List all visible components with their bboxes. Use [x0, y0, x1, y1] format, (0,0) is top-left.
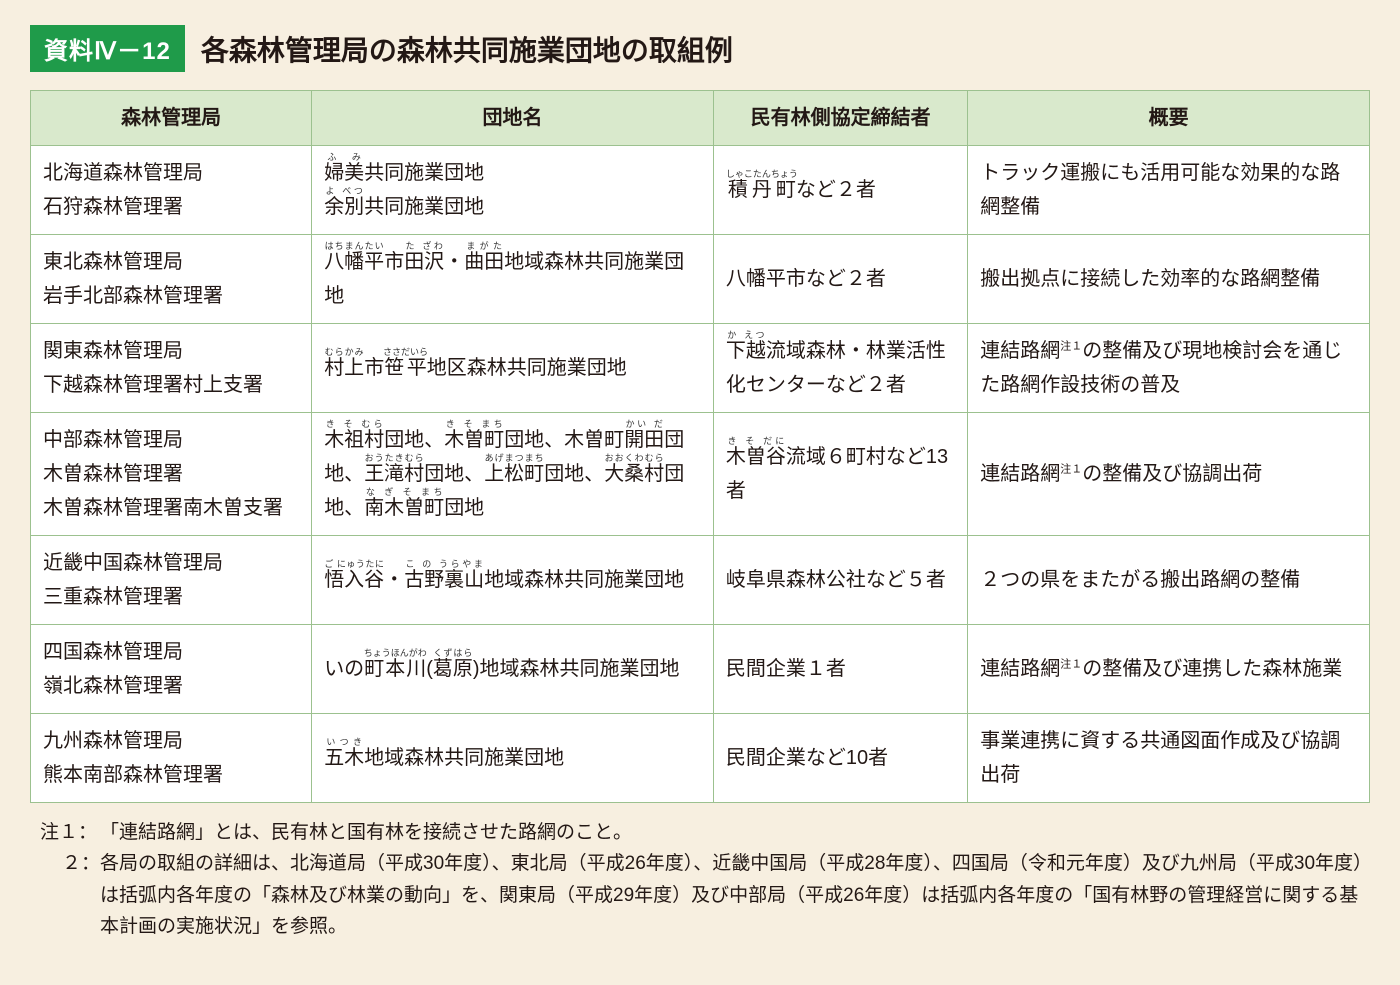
note-label: ２：	[40, 848, 100, 942]
cell-danchi: 五木いつき地域森林共同施業団地	[312, 714, 714, 803]
cell-danchi: 村上むらかみ市笹平ささだいら地区森林共同施業団地	[312, 324, 714, 413]
note-text: 「連結路網」とは、民有林と国有林を接続させた路網のこと。	[100, 817, 1370, 848]
cell-party: 民間企業１者	[713, 625, 967, 714]
note-label: 注１：	[40, 817, 100, 848]
cell-bureau: 東北森林管理局岩手北部森林管理署	[31, 235, 312, 324]
note-row: 注１：「連結路網」とは、民有林と国有林を接続させた路網のこと。	[40, 817, 1370, 848]
cell-danchi: 八幡平はちまんたい市田沢た ざわ・曲田まがた地域森林共同施業団地	[312, 235, 714, 324]
cell-summary: 連結路網注１の整備及び現地検討会を通じた路網作設技術の普及	[968, 324, 1370, 413]
document-header: 資料Ⅳ－12 各森林管理局の森林共同施業団地の取組例	[30, 25, 1370, 72]
cell-party: 下越か えつ流域森林・林業活性化センターなど２者	[713, 324, 967, 413]
note-text: 各局の取組の詳細は、北海道局（平成30年度）、東北局（平成26年度）、近畿中国局…	[100, 848, 1370, 942]
col-summary: 概要	[968, 91, 1370, 146]
table-row: 中部森林管理局木曽森林管理署木曽森林管理署南木曽支署木祖村き そ むら団地、木曽…	[31, 413, 1370, 536]
badge: 資料Ⅳ－12	[30, 25, 185, 72]
cell-bureau: 九州森林管理局熊本南部森林管理署	[31, 714, 312, 803]
cell-party: 民間企業など10者	[713, 714, 967, 803]
notes: 注１：「連結路網」とは、民有林と国有林を接続させた路網のこと。２：各局の取組の詳…	[30, 817, 1370, 942]
table-row: 近畿中国森林管理局三重森林管理署悟入谷ご にゅうたに・古野裏山こ の うらやま地…	[31, 536, 1370, 625]
cell-party: 八幡平市など２者	[713, 235, 967, 324]
cell-bureau: 近畿中国森林管理局三重森林管理署	[31, 536, 312, 625]
cell-summary: ２つの県をまたがる搬出路網の整備	[968, 536, 1370, 625]
cell-summary: トラック運搬にも活用可能な効果的な路網整備	[968, 146, 1370, 235]
cell-summary: 連結路網注１の整備及び協調出荷	[968, 413, 1370, 536]
col-party: 民有林側協定締結者	[713, 91, 967, 146]
cell-danchi: 木祖村き そ むら団地、木曽町き そ まち団地、木曽町開田かい だ団地、王滝村お…	[312, 413, 714, 536]
table-header-row: 森林管理局 団地名 民有林側協定締結者 概要	[31, 91, 1370, 146]
table-row: 四国森林管理局嶺北森林管理署いの町本川ちょうほんがわ(葛原くずはら)地域森林共同…	[31, 625, 1370, 714]
col-danchi: 団地名	[312, 91, 714, 146]
cell-summary: 搬出拠点に接続した効率的な路網整備	[968, 235, 1370, 324]
col-bureau: 森林管理局	[31, 91, 312, 146]
cell-danchi: 悟入谷ご にゅうたに・古野裏山こ の うらやま地域森林共同施業団地	[312, 536, 714, 625]
forest-bureau-table: 森林管理局 団地名 民有林側協定締結者 概要 北海道森林管理局石狩森林管理署婦美…	[30, 90, 1370, 803]
cell-danchi: 婦美ふ み共同施業団地余別よ べつ共同施業団地	[312, 146, 714, 235]
table-row: 北海道森林管理局石狩森林管理署婦美ふ み共同施業団地余別よ べつ共同施業団地積丹…	[31, 146, 1370, 235]
table-row: 九州森林管理局熊本南部森林管理署五木いつき地域森林共同施業団地民間企業など10者…	[31, 714, 1370, 803]
cell-bureau: 関東森林管理局下越森林管理署村上支署	[31, 324, 312, 413]
table-row: 関東森林管理局下越森林管理署村上支署村上むらかみ市笹平ささだいら地区森林共同施業…	[31, 324, 1370, 413]
cell-danchi: いの町本川ちょうほんがわ(葛原くずはら)地域森林共同施業団地	[312, 625, 714, 714]
cell-bureau: 中部森林管理局木曽森林管理署木曽森林管理署南木曽支署	[31, 413, 312, 536]
cell-bureau: 北海道森林管理局石狩森林管理署	[31, 146, 312, 235]
title: 各森林管理局の森林共同施業団地の取組例	[201, 29, 733, 69]
cell-party: 積丹町しゃこたんちょうなど２者	[713, 146, 967, 235]
cell-party: 岐阜県森林公社など５者	[713, 536, 967, 625]
cell-summary: 連結路網注１の整備及び連携した森林施業	[968, 625, 1370, 714]
table-row: 東北森林管理局岩手北部森林管理署八幡平はちまんたい市田沢た ざわ・曲田まがた地域…	[31, 235, 1370, 324]
cell-summary: 事業連携に資する共通図面作成及び協調出荷	[968, 714, 1370, 803]
note-row: ２：各局の取組の詳細は、北海道局（平成30年度）、東北局（平成26年度）、近畿中…	[40, 848, 1370, 942]
cell-bureau: 四国森林管理局嶺北森林管理署	[31, 625, 312, 714]
cell-party: 木曽谷き そ だに流域６町村など13者	[713, 413, 967, 536]
